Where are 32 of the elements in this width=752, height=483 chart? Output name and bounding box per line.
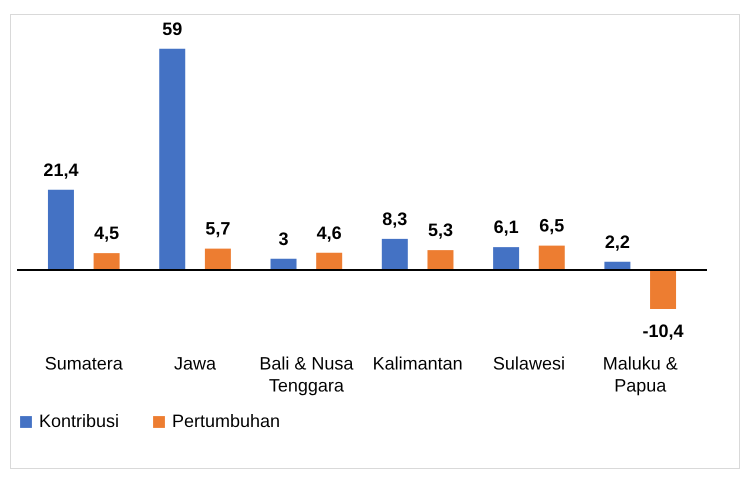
legend-label: Pertumbuhan — [172, 411, 280, 431]
x-tick-label: Bali & Nusa Tenggara — [259, 354, 354, 396]
bar — [604, 262, 630, 270]
data-label: -10,4 — [642, 321, 684, 341]
bar — [538, 246, 565, 270]
bar — [270, 258, 297, 270]
data-label: 3 — [278, 228, 289, 249]
data-label: 2,2 — [604, 232, 630, 252]
bar — [650, 270, 676, 309]
bar — [48, 190, 74, 270]
data-label: 4,6 — [316, 222, 342, 243]
x-tick-label: Sulawesi — [492, 354, 565, 374]
data-label: 5,3 — [428, 220, 453, 240]
data-label: 21,4 — [43, 160, 78, 180]
data-label: 59 — [162, 18, 182, 39]
x-tick-label: Kalimantan — [372, 354, 463, 374]
legend-label: Kontribusi — [39, 411, 120, 431]
x-tick-label: Jawa — [174, 354, 218, 374]
x-tick-label: Sumatera — [44, 354, 124, 374]
bar — [159, 48, 186, 270]
x-tick-label: Maluku & Papua — [602, 354, 678, 396]
data-label: 4,5 — [94, 223, 120, 244]
data-label: 5,7 — [205, 218, 230, 239]
data-label: 6,1 — [494, 217, 519, 238]
data-label: 6,5 — [539, 216, 564, 236]
data-label: 8,3 — [382, 208, 408, 229]
bar — [382, 238, 408, 270]
bar — [204, 248, 231, 270]
bar — [94, 253, 120, 270]
bar — [493, 247, 520, 270]
bar — [316, 252, 342, 270]
bar — [427, 250, 454, 270]
